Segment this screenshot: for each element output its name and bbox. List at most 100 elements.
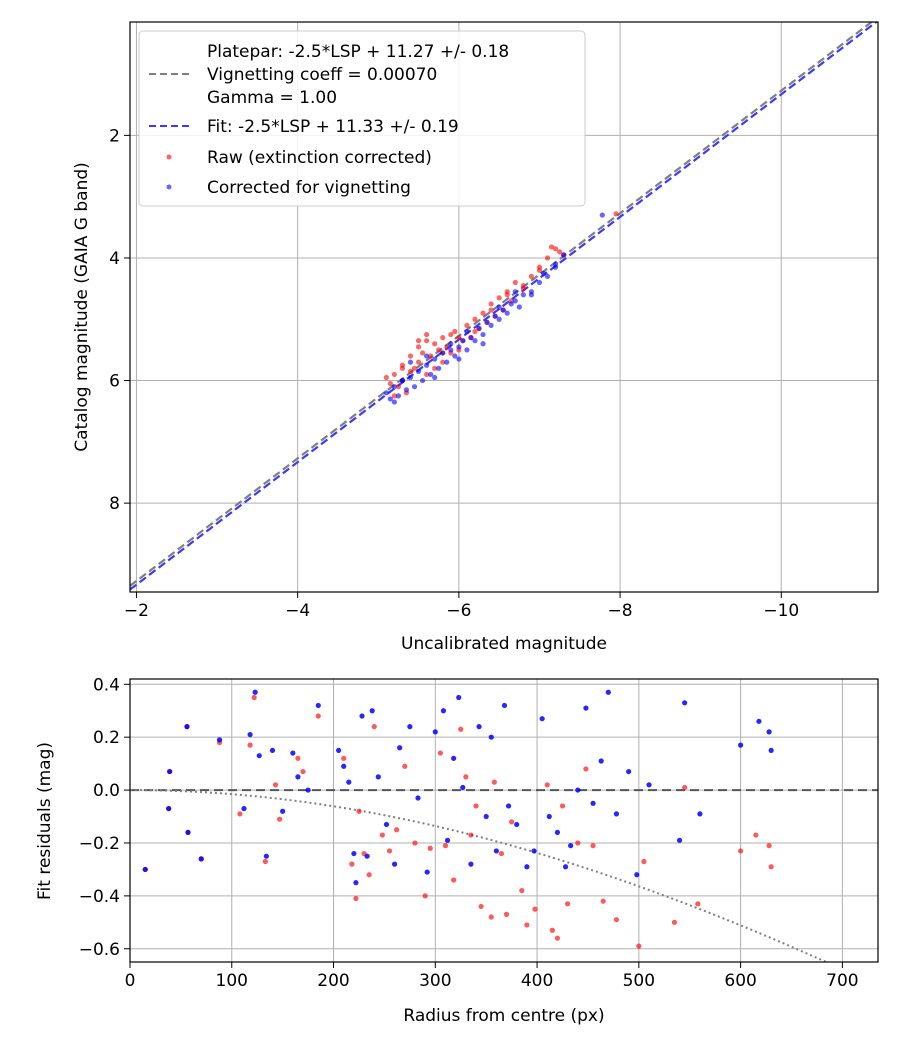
bottom-point-corrected-64 [682, 700, 688, 706]
top-point-corrected-37 [544, 273, 551, 279]
bottom-point-corrected-35 [444, 837, 451, 843]
top-point-raw-51 [456, 335, 462, 341]
top-x-tick-label-0: −2 [124, 601, 149, 621]
bottom-plot-area [130, 679, 878, 962]
bottom-point-raw-52 [583, 766, 589, 772]
top-point-raw-17 [432, 365, 438, 371]
legend-fit-label: Fit: -2.5*LSP + 11.33 +/- 0.19 [207, 117, 459, 137]
bottom-point-corrected-22 [353, 880, 359, 886]
top-point-corrected-54 [599, 212, 605, 218]
bottom-x-tick-label-1: 100 [216, 971, 248, 991]
bottom-x-axis-label: Radius from centre (px) [403, 1006, 604, 1026]
top-point-corrected-36 [536, 279, 543, 286]
top-point-corrected-5 [403, 387, 410, 393]
top-point-corrected-3 [395, 393, 402, 399]
bottom-point-corrected-46 [514, 821, 520, 828]
bottom-point-corrected-27 [383, 821, 390, 828]
bottom-point-corrected-39 [468, 861, 474, 867]
top-point-raw-42 [544, 255, 551, 261]
bottom-point-corrected-63 [676, 837, 683, 843]
top-point-corrected-18 [456, 344, 462, 350]
legend-corrected-swatch [166, 184, 172, 190]
top-point-raw-12 [419, 350, 426, 356]
top-point-corrected-19 [460, 338, 466, 344]
bottom-point-raw-40 [498, 850, 505, 857]
bottom-point-raw-21 [366, 872, 372, 878]
top-fit-lines [130, 22, 878, 591]
bottom-point-corrected-43 [493, 848, 499, 854]
top-point-corrected-33 [516, 304, 522, 310]
bottom-point-corrected-5 [198, 856, 204, 862]
top-point-corrected-21 [468, 335, 474, 341]
bottom-x-ticks: 0 100 200 300 400 500 600 700 [125, 962, 859, 991]
bottom-point-corrected-36 [451, 755, 457, 761]
bottom-point-corrected-62 [646, 782, 652, 788]
top-point-corrected-34 [520, 292, 526, 298]
top-point-corrected-41 [399, 377, 406, 384]
legend-corrected-label: Corrected for vignetting [207, 178, 411, 198]
top-plot-frame [129, 21, 879, 593]
top-point-raw-18 [436, 347, 442, 353]
top-x-tick-label-2: −6 [446, 601, 471, 621]
bottom-point-corrected-4 [185, 829, 191, 836]
bottom-point-raw-46 [544, 782, 550, 788]
bottom-point-raw-58 [671, 919, 678, 925]
bottom-point-raw-28 [422, 893, 428, 899]
bottom-scatter-points [142, 689, 774, 949]
top-point-raw-19 [440, 335, 446, 341]
top-point-raw-10 [415, 338, 422, 344]
top-point-raw-1 [387, 381, 393, 387]
bottom-point-corrected-41 [483, 813, 489, 820]
bottom-point-raw-59 [682, 784, 688, 791]
bottom-point-corrected-60 [626, 768, 632, 775]
top-point-raw-9 [411, 365, 418, 371]
top-point-raw-21 [444, 344, 450, 350]
top-point-raw-26 [464, 322, 470, 328]
bottom-point-corrected-59 [613, 811, 620, 817]
top-x-axis-label: Uncalibrated magnitude [401, 634, 607, 654]
bottom-point-corrected-37 [456, 694, 462, 701]
bottom-point-raw-51 [575, 840, 581, 846]
top-point-corrected-6 [407, 374, 414, 381]
bottom-point-raw-54 [600, 898, 606, 904]
bottom-point-corrected-31 [415, 795, 421, 801]
bottom-y-tick-label-0: 0.4 [93, 675, 120, 695]
bottom-point-raw-48 [554, 935, 561, 941]
bottom-point-corrected-28 [391, 861, 398, 867]
top-point-raw-14 [424, 371, 430, 378]
top-point-raw-53 [488, 307, 494, 313]
bottom-point-raw-13 [295, 755, 301, 761]
bottom-point-corrected-8 [247, 731, 253, 738]
bottom-point-raw-8 [247, 742, 253, 748]
bottom-reference-lines [130, 789, 878, 962]
bottom-plot-frame [129, 678, 879, 963]
top-y-tick-label-3: 8 [109, 494, 120, 514]
top-point-raw-15 [428, 353, 434, 359]
bottom-point-raw-32 [451, 877, 457, 883]
bottom-point-corrected-20 [346, 779, 352, 785]
bottom-point-corrected-68 [766, 729, 772, 735]
top-point-raw-54 [504, 292, 510, 298]
top-point-corrected-31 [508, 301, 514, 307]
bottom-point-raw-23 [379, 832, 385, 838]
bottom-point-corrected-34 [440, 708, 447, 714]
bottom-y-ticks: 0.4 0.2 0.0 −0.2 −0.4 −0.6 [79, 675, 130, 960]
bottom-point-raw-19 [356, 808, 362, 814]
legend: Platepar: -2.5*LSP + 11.27 +/- 0.18 Vign… [138, 30, 586, 207]
bottom-x-tick-label-0: 0 [125, 971, 136, 991]
top-point-raw-32 [488, 301, 494, 307]
top-point-corrected-42 [407, 359, 414, 365]
top-point-raw-28 [472, 316, 478, 322]
top-x-ticks: −2 −4 −6 −8 −10 [124, 592, 799, 621]
bottom-point-corrected-29 [397, 745, 403, 751]
bottom-point-corrected-57 [598, 758, 604, 764]
top-line-platepar [130, 22, 874, 587]
bottom-x-tick-label-3: 300 [419, 971, 451, 991]
bottom-point-corrected-61 [634, 872, 640, 878]
top-point-raw-58 [557, 249, 563, 255]
bottom-y-tick-label-5: −0.6 [79, 940, 120, 960]
bottom-y-axis-label: Fit residuals (mag) [35, 742, 55, 900]
top-point-raw-59 [613, 211, 619, 217]
top-point-raw-47 [415, 344, 422, 350]
